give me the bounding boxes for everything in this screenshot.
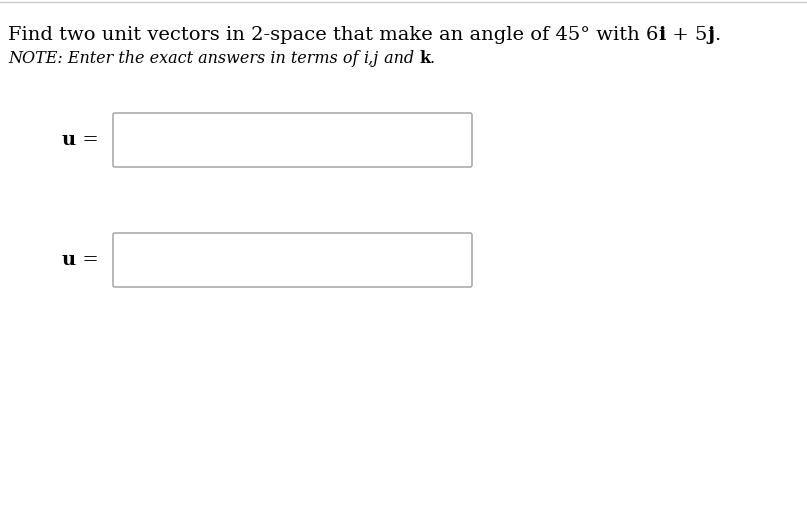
Text: NOTE: Enter the exact answers in terms of: NOTE: Enter the exact answers in terms o… <box>8 50 363 67</box>
FancyBboxPatch shape <box>113 233 472 287</box>
FancyBboxPatch shape <box>113 113 472 167</box>
Text: i,j: i,j <box>363 50 378 67</box>
Text: Find two unit vectors in 2-space that make an angle of 45° with 6: Find two unit vectors in 2-space that ma… <box>8 26 659 44</box>
Text: j: j <box>707 26 714 44</box>
Text: u: u <box>62 251 76 269</box>
Text: + 5: + 5 <box>666 26 707 44</box>
Text: =: = <box>76 251 99 269</box>
Text: u: u <box>62 131 76 149</box>
Text: .: . <box>714 26 721 44</box>
Text: =: = <box>76 131 99 149</box>
Text: .: . <box>430 50 435 67</box>
Text: i: i <box>659 26 666 44</box>
Text: and: and <box>378 50 419 67</box>
Text: k: k <box>419 50 430 67</box>
